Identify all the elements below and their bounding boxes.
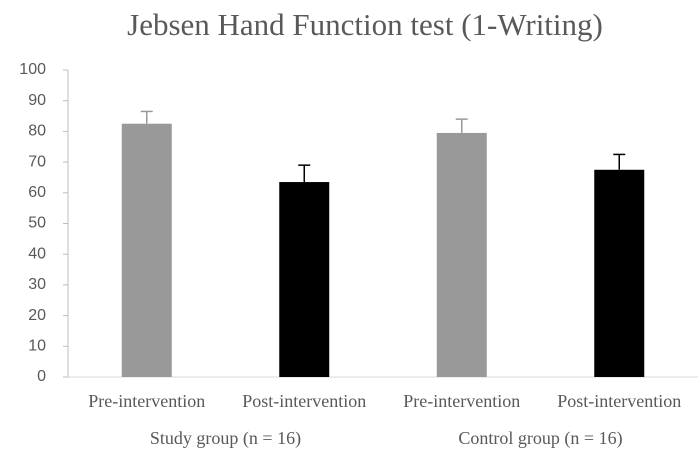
bar <box>436 132 487 377</box>
y-tick-label: 90 <box>28 92 46 109</box>
group-label: Study group (n = 16) <box>150 428 301 449</box>
chart-title: Jebsen Hand Function test (1-Writing) <box>127 7 603 42</box>
error-bar <box>140 110 153 124</box>
y-tick-label: 30 <box>28 276 46 293</box>
y-tick-label: 10 <box>28 338 46 355</box>
y-tick-label: 50 <box>28 215 46 232</box>
error-bar <box>613 153 626 170</box>
group-label: Control group (n = 16) <box>458 428 622 449</box>
y-tick-label: 40 <box>28 245 46 262</box>
bar <box>121 123 172 377</box>
y-tick-label: 60 <box>28 184 46 201</box>
y-tick-label: 70 <box>28 153 46 170</box>
x-tick-label: Pre-intervention <box>403 391 520 411</box>
y-tick-label: 0 <box>37 368 46 385</box>
x-tick-label: Pre-intervention <box>88 391 205 411</box>
error-bar <box>455 118 468 133</box>
error-bar <box>298 164 311 183</box>
x-tick-label: Post-intervention <box>557 391 681 411</box>
bar <box>279 182 330 377</box>
y-tick-label: 80 <box>28 123 46 140</box>
y-tick-label: 20 <box>28 307 46 324</box>
x-tick-label: Post-intervention <box>242 391 366 411</box>
bar <box>594 169 645 377</box>
y-tick-label: 100 <box>19 61 46 78</box>
